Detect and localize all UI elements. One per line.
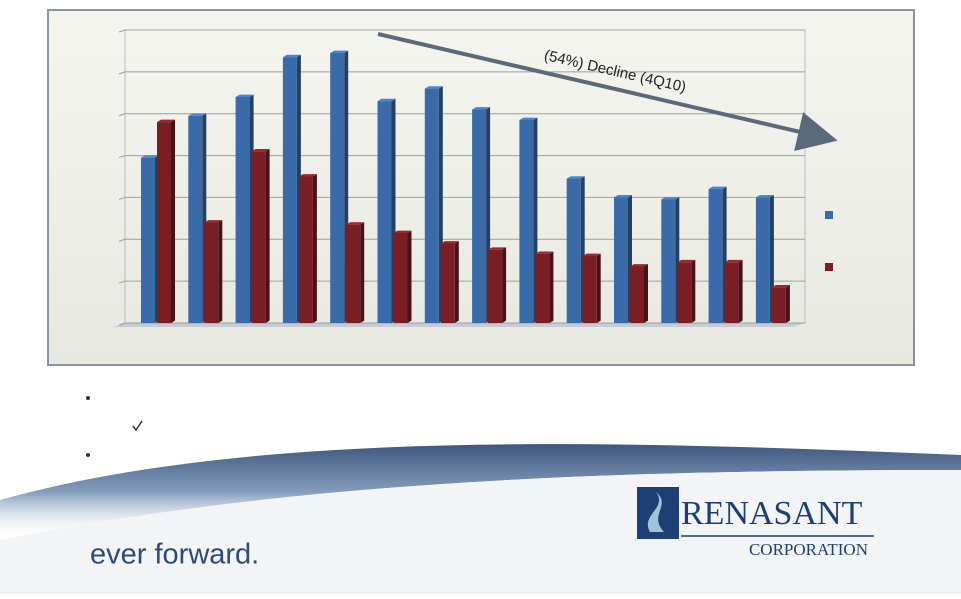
bar-top xyxy=(282,54,301,58)
bar xyxy=(235,96,250,323)
logo-flame xyxy=(647,492,664,532)
tick-mark xyxy=(118,280,126,284)
bar-side xyxy=(691,259,696,323)
tick-mark xyxy=(118,71,126,75)
tick-mark xyxy=(118,113,126,117)
bar xyxy=(677,262,692,323)
bar-top xyxy=(298,174,317,177)
bar-side xyxy=(171,119,175,323)
bar xyxy=(204,222,219,323)
bar-top xyxy=(488,247,507,250)
bar xyxy=(582,256,597,323)
bar xyxy=(519,119,534,323)
bar xyxy=(346,224,361,323)
bar-top xyxy=(661,197,680,200)
bar-side xyxy=(407,230,412,323)
bar-top xyxy=(141,155,159,158)
bar xyxy=(424,88,439,323)
bullet xyxy=(86,453,90,457)
bar-top xyxy=(724,259,743,263)
bar-side xyxy=(265,148,270,323)
bar-top xyxy=(204,220,223,223)
bar-side xyxy=(644,264,648,323)
bar xyxy=(566,178,581,323)
logo: RENASANT CORPORATION xyxy=(637,487,874,559)
tick-mark xyxy=(118,29,126,33)
bar xyxy=(157,122,171,323)
trend-arrow xyxy=(377,32,838,152)
bar xyxy=(614,197,628,323)
bar-top xyxy=(188,113,207,116)
floor xyxy=(113,323,805,327)
bar xyxy=(488,249,503,323)
bar xyxy=(771,287,786,323)
bullet xyxy=(86,396,90,400)
bar-top xyxy=(582,253,601,257)
bar xyxy=(724,262,739,323)
bar-side xyxy=(549,251,554,323)
bar-top xyxy=(440,241,459,244)
bar-side xyxy=(502,247,507,323)
bar xyxy=(377,101,392,324)
bar xyxy=(661,199,676,323)
bar-side xyxy=(785,285,790,323)
bar-top xyxy=(472,107,491,110)
bar-side xyxy=(596,253,601,323)
tick-mark xyxy=(118,238,126,242)
bar-top xyxy=(677,259,696,263)
bar-top xyxy=(235,94,254,97)
bar-top xyxy=(614,195,632,198)
bar xyxy=(393,233,408,323)
bar-side xyxy=(454,241,459,323)
checkmark xyxy=(132,420,143,432)
tick-mark xyxy=(118,196,126,200)
legend-swatch xyxy=(825,263,833,271)
bar xyxy=(630,266,644,323)
bar-top xyxy=(519,117,538,120)
bar-top xyxy=(330,50,349,54)
bar xyxy=(440,243,455,323)
bar xyxy=(298,176,313,323)
bar-side xyxy=(218,220,223,323)
bar-side xyxy=(312,174,317,323)
plot-area xyxy=(113,29,806,327)
bar xyxy=(188,115,203,323)
bar-top xyxy=(755,195,774,198)
bar xyxy=(141,157,155,323)
bar xyxy=(755,197,770,323)
legend-swatch xyxy=(825,211,833,219)
legend xyxy=(825,211,833,271)
bar-top xyxy=(535,251,554,254)
bar-top xyxy=(157,119,175,123)
bar-top xyxy=(708,186,727,190)
bar xyxy=(472,109,487,324)
logo-sub: CORPORATION xyxy=(749,540,868,559)
bar-top xyxy=(393,230,412,234)
background-lower xyxy=(0,470,961,594)
bar-top xyxy=(346,222,365,225)
tagline: ever forward. xyxy=(90,539,259,571)
bar-top xyxy=(630,264,648,267)
bar-top xyxy=(424,86,443,89)
bar xyxy=(282,57,297,323)
bar xyxy=(251,151,266,323)
bar-top xyxy=(771,285,790,288)
tick-mark xyxy=(118,155,126,159)
bar-side xyxy=(738,259,743,323)
bar-top xyxy=(251,148,270,152)
bar-top xyxy=(377,98,396,102)
bar-side xyxy=(360,222,365,323)
background-swoosh xyxy=(0,444,961,540)
bar xyxy=(330,53,345,324)
bar xyxy=(535,253,550,323)
bar-top xyxy=(566,176,585,179)
logo-name: RENASANT xyxy=(681,495,863,532)
tick-mark xyxy=(118,322,126,326)
bar xyxy=(708,189,723,323)
